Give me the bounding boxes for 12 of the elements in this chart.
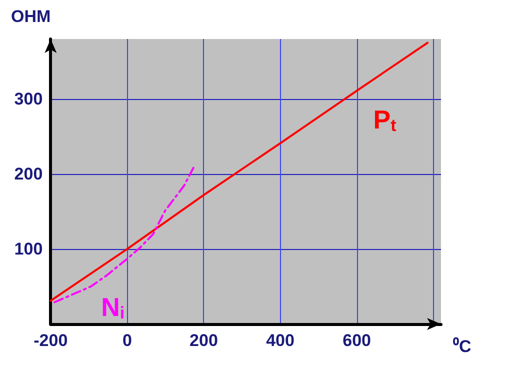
series-label: Pt: [373, 104, 397, 135]
x-tick-label: 0: [122, 331, 132, 350]
x-tick-label: -200: [34, 331, 68, 350]
y-tick-label: 100: [14, 240, 43, 258]
x-tick-label: 200: [190, 331, 218, 350]
series-label: Ni: [101, 292, 125, 322]
y-tick-label: 300: [14, 90, 43, 108]
x-axis-title: ⁰C: [453, 337, 472, 356]
y-tick-label: 200: [14, 164, 43, 184]
x-tick-label: 600: [342, 331, 371, 350]
x-tick-label: 400: [266, 331, 294, 350]
y-axis-title: OHM: [10, 7, 51, 26]
